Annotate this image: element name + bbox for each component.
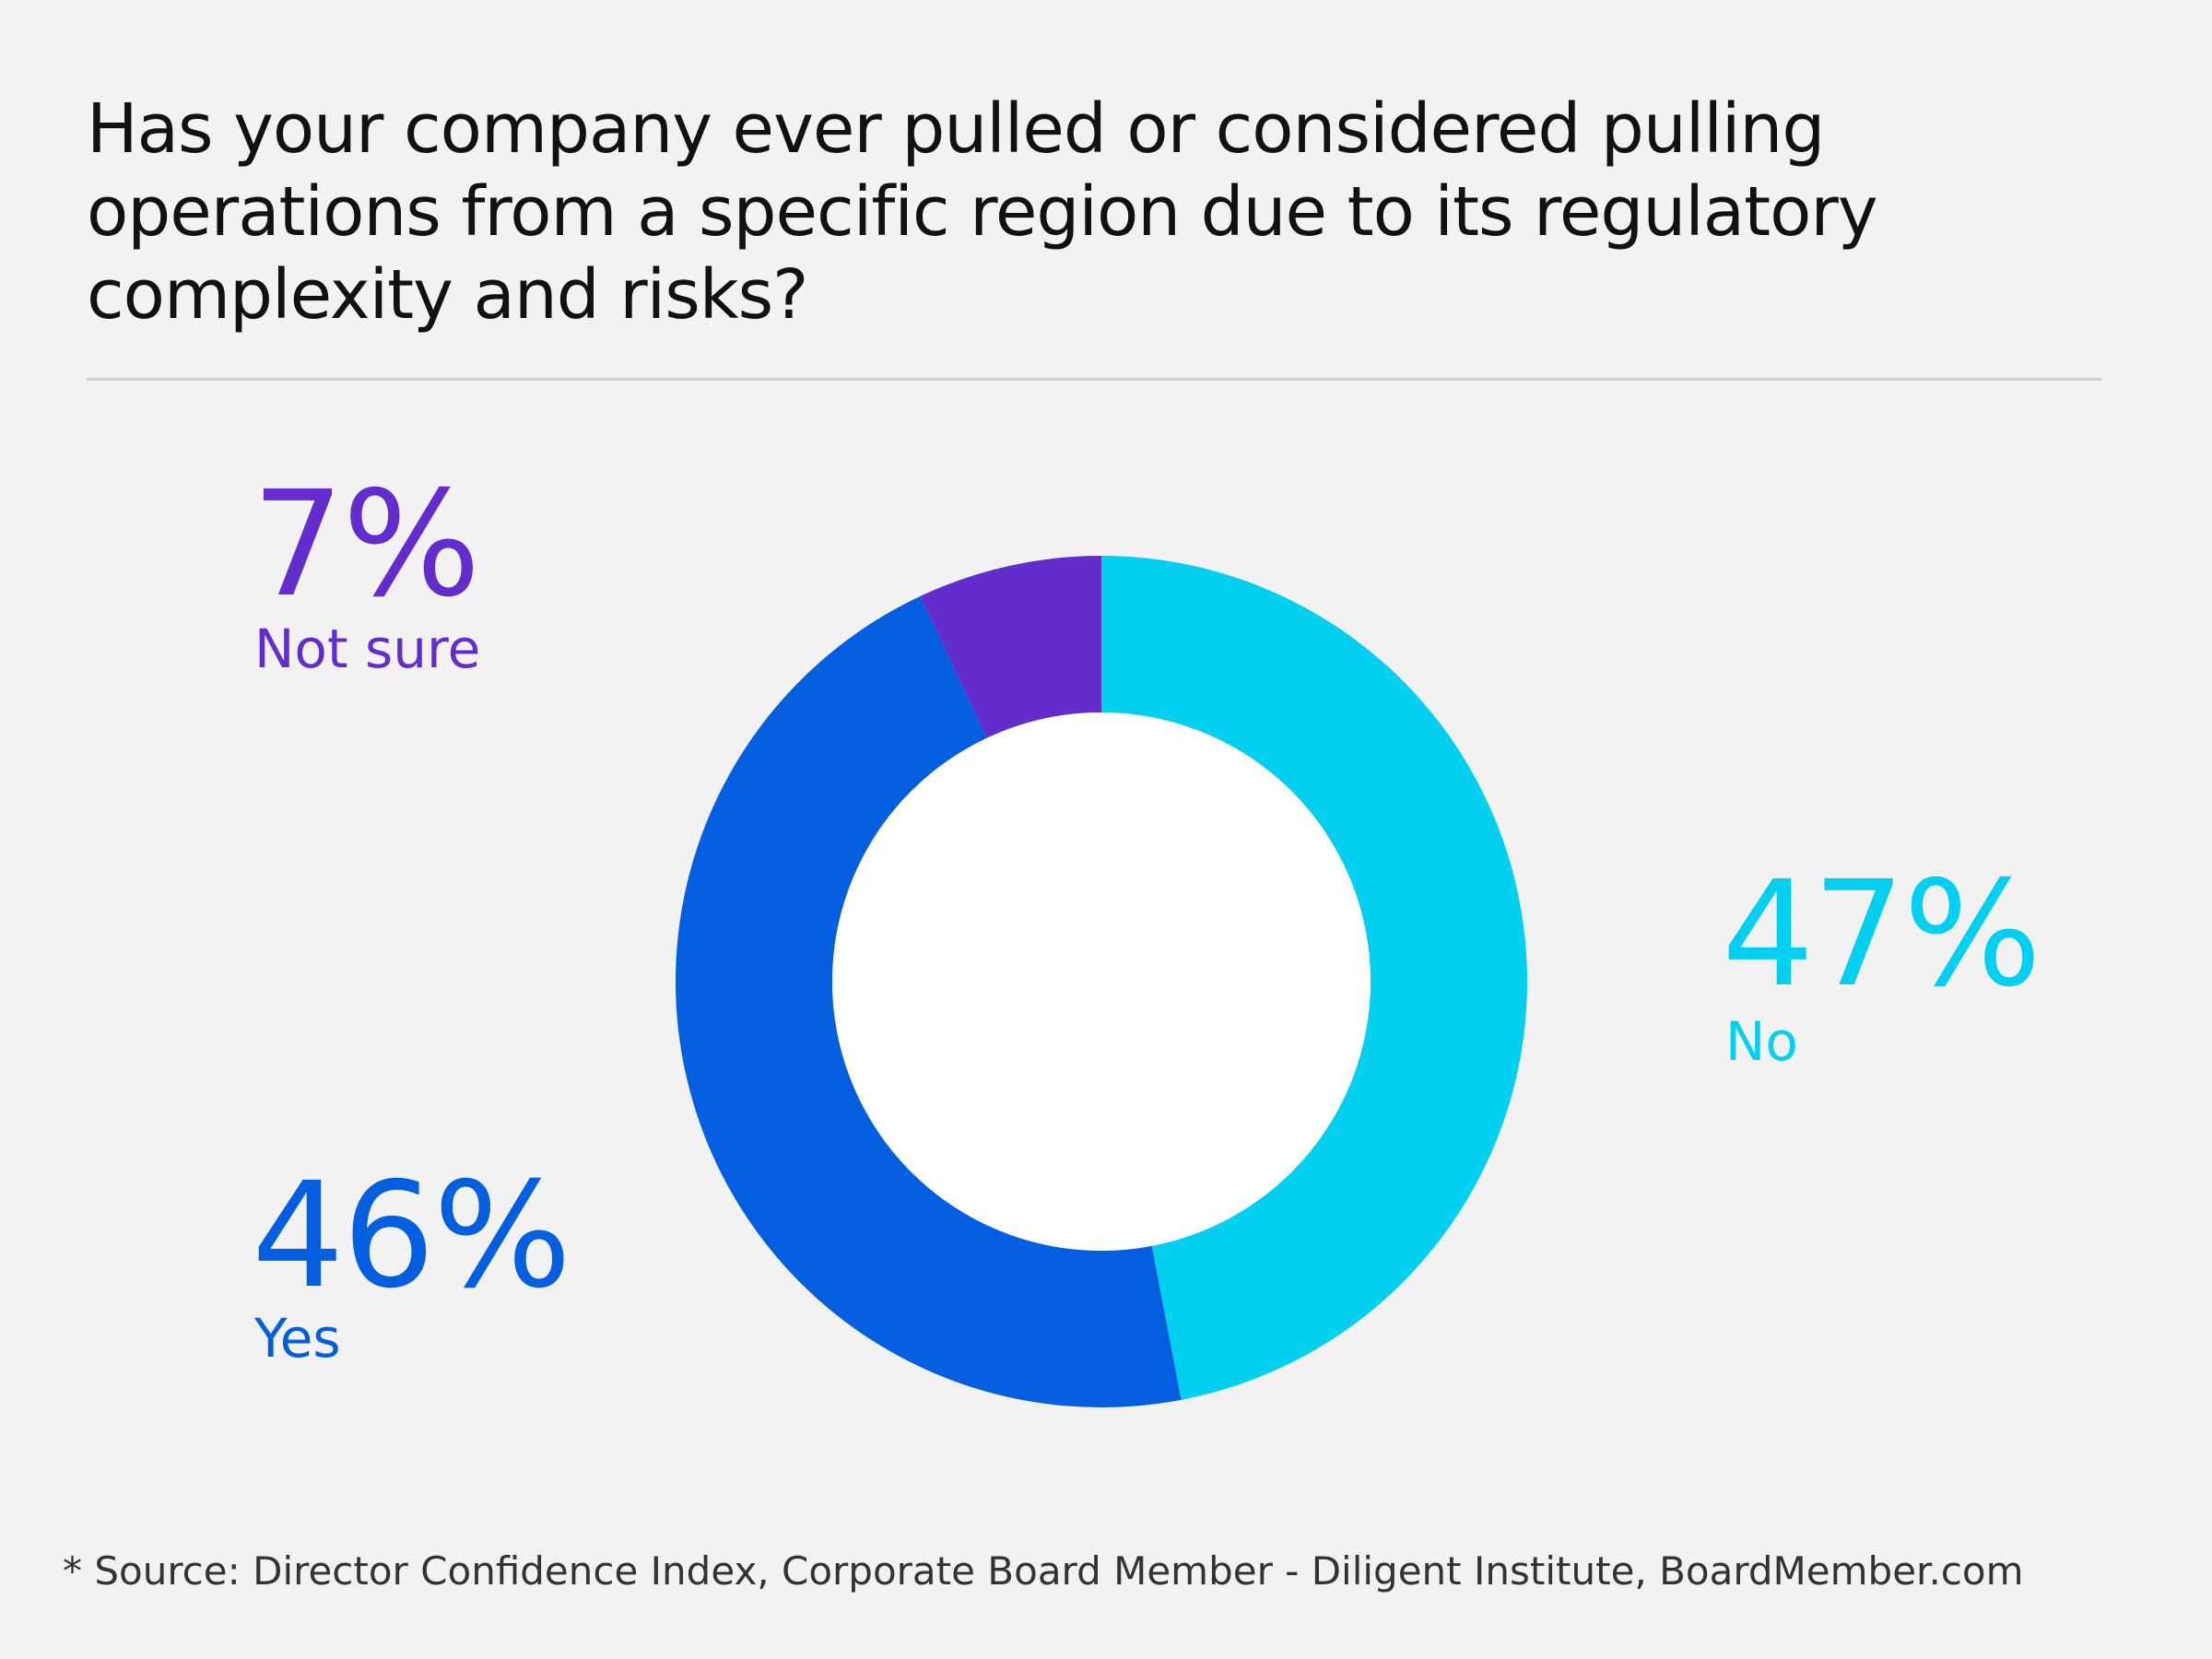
title-divider: [87, 378, 2101, 381]
donut-slice-yes: [676, 595, 1182, 1407]
source-note: * Source: Director Confidence Index, Cor…: [63, 1548, 2024, 1594]
data-label-yes-value: 46%: [252, 1151, 571, 1321]
data-label-no-value: 47%: [1722, 850, 2041, 1019]
data-label-no-name: No: [1725, 1010, 1798, 1073]
donut-slice-no: [1101, 556, 1527, 1400]
donut-slice-not-sure: [920, 556, 1101, 738]
data-label-yes-name: Yes: [254, 1307, 341, 1370]
data-label-not-sure-name: Not sure: [254, 618, 481, 680]
data-label-not-sure-value: 7%: [252, 460, 481, 629]
chart-title: Has your company ever pulled or consider…: [87, 89, 1878, 335]
donut-hole: [832, 712, 1371, 1251]
